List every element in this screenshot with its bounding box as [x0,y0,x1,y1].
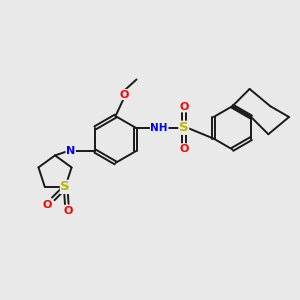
Text: N: N [66,146,75,156]
Text: O: O [179,144,188,154]
Text: O: O [64,206,73,216]
Text: O: O [119,89,129,100]
Text: S: S [179,121,189,134]
Text: NH: NH [150,123,168,133]
Text: O: O [43,200,52,210]
Text: S: S [60,180,70,194]
Text: O: O [179,102,188,112]
